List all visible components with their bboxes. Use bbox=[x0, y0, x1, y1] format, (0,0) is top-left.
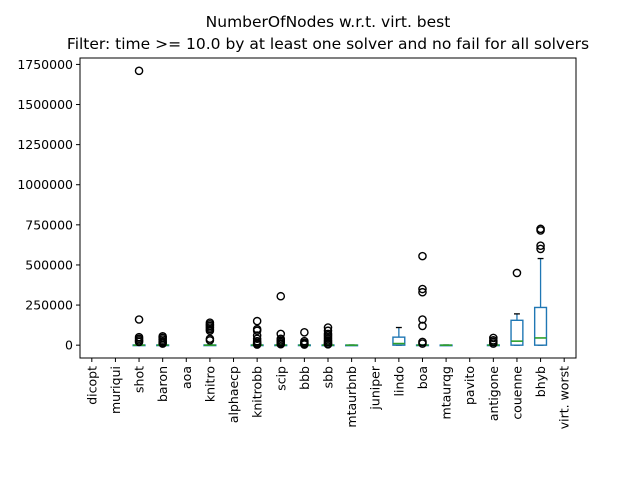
outlier-point bbox=[418, 339, 427, 348]
y-tick-label: 1250000 bbox=[17, 137, 73, 152]
box-body bbox=[392, 336, 406, 346]
box-body bbox=[533, 306, 548, 346]
x-tick-label: mtaurqg bbox=[439, 366, 454, 419]
y-tick-label: 1500000 bbox=[17, 97, 73, 112]
y-tick-label: 750000 bbox=[25, 217, 73, 232]
x-tick-label: aoa bbox=[179, 366, 194, 389]
outlier-point bbox=[418, 321, 427, 331]
outlier-point bbox=[134, 337, 144, 347]
outlier-point bbox=[252, 334, 262, 344]
outlier-point bbox=[205, 336, 215, 345]
x-tick-label: shot bbox=[132, 366, 147, 393]
outlier-point bbox=[252, 340, 262, 349]
plot-area: 0 250000 500000 750000 1000000 1250000 1500000… bbox=[17, 57, 577, 429]
x-tick-label: knitro bbox=[202, 366, 217, 402]
outlier-point bbox=[536, 226, 545, 235]
plot-frame bbox=[79, 57, 577, 359]
outlier-point bbox=[418, 251, 427, 261]
y-tick-label: 0 bbox=[65, 338, 73, 353]
outlier-point bbox=[134, 315, 144, 324]
outlier-point bbox=[418, 284, 427, 294]
x-tick-label: scip bbox=[273, 366, 288, 391]
outlier-point bbox=[323, 326, 333, 336]
y-tick-label: 500000 bbox=[25, 257, 73, 272]
box-body bbox=[510, 319, 524, 346]
x-tick-label: alphaecp bbox=[226, 366, 241, 423]
y-tick-label: 1000000 bbox=[17, 177, 73, 192]
outlier-point bbox=[205, 326, 215, 336]
x-tick-label: knitrobb bbox=[250, 366, 265, 418]
outlier-point bbox=[300, 340, 309, 349]
outlier-point bbox=[323, 340, 333, 349]
outlier-point bbox=[276, 329, 286, 339]
outlier-point bbox=[418, 315, 427, 324]
outlier-point bbox=[536, 244, 545, 254]
x-tick-label: virt. worst bbox=[557, 366, 572, 429]
outlier-point bbox=[418, 287, 427, 297]
x-tick-label: mtaurbnb bbox=[344, 366, 359, 428]
outlier-point bbox=[489, 333, 498, 343]
outlier-point bbox=[276, 339, 286, 349]
outlier-point bbox=[323, 323, 333, 332]
chart-subtitle: Filter: time >= 10.0 by at least one sol… bbox=[67, 35, 589, 53]
x-tick-label: muriqui bbox=[108, 366, 123, 414]
x-tick-label: bhyb bbox=[533, 366, 548, 397]
x-tick-label: boa bbox=[415, 366, 430, 389]
y-tick-label: 1750000 bbox=[17, 57, 73, 72]
y-tick-label: 250000 bbox=[25, 298, 73, 313]
x-tick-label: couenne bbox=[509, 366, 524, 420]
x-tick-label: baron bbox=[155, 366, 170, 402]
x-tick-label: lindo bbox=[391, 366, 406, 396]
x-tick-label: sbb bbox=[321, 366, 336, 388]
outlier-point bbox=[512, 268, 522, 278]
outlier-point bbox=[158, 339, 167, 348]
outlier-point bbox=[536, 241, 545, 251]
outlier-point bbox=[276, 291, 286, 301]
x-tick-label: antigone bbox=[486, 366, 501, 421]
chart-title: NumberOfNodes w.r.t. virt. best bbox=[206, 13, 451, 31]
outlier-point bbox=[300, 328, 309, 337]
outlier-point bbox=[134, 66, 144, 76]
x-tick-label: pavito bbox=[462, 366, 477, 405]
outlier-point bbox=[252, 326, 262, 336]
outlier-point bbox=[489, 339, 498, 348]
x-tick-label: juniper bbox=[368, 365, 383, 410]
outlier-point bbox=[252, 316, 262, 326]
x-tick-label: dicopt bbox=[84, 366, 99, 405]
x-tick-label: bbb bbox=[297, 366, 312, 390]
